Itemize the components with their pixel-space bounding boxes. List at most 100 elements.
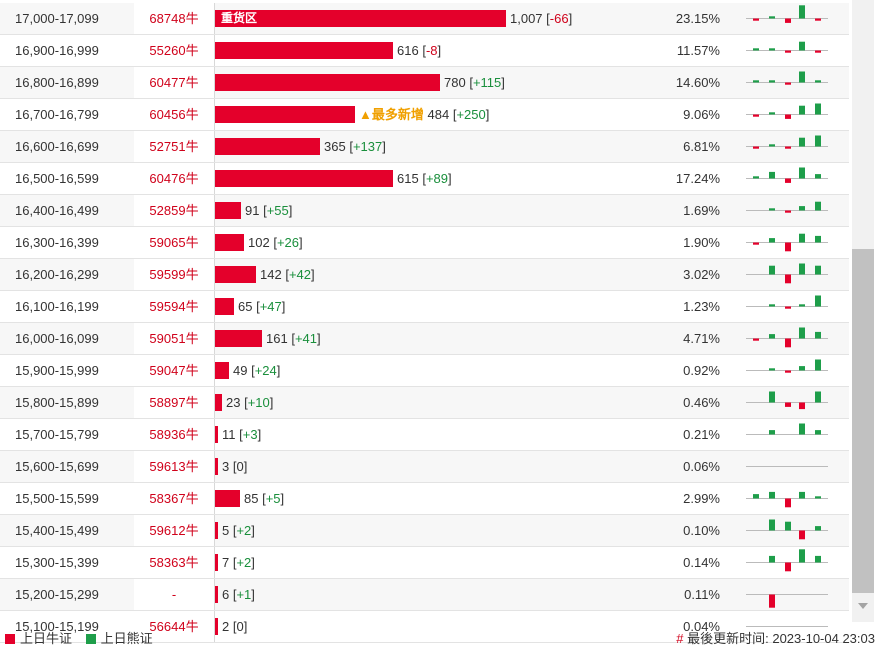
sparkline-bar	[753, 48, 759, 51]
sparkline-bar	[799, 530, 805, 540]
value-bar	[215, 10, 506, 27]
percentage: 9.06%	[683, 107, 720, 122]
percentage: 3.02%	[683, 267, 720, 282]
price-range: 15,600-15,699	[15, 459, 99, 474]
scrollbar-thumb[interactable]	[852, 249, 874, 593]
value-number: 49	[233, 363, 248, 378]
table-row[interactable]: 15,200-15,299 -6 [+1] 0.11%	[0, 579, 849, 611]
sparkline	[746, 549, 828, 572]
value-delta: +26	[276, 235, 299, 250]
value-label: 23 [+10]	[226, 395, 274, 410]
value-delta: +89	[425, 171, 448, 186]
sparkline	[746, 626, 828, 627]
table-row[interactable]: 15,700-15,799 58936牛 11 [+3] 0.21%	[0, 419, 849, 451]
table-row[interactable]: 16,500-16,599 60476牛 615 [+89] 17.24%	[0, 163, 849, 195]
price-range: 17,000-17,099	[15, 11, 99, 26]
sparkline-bar	[785, 498, 791, 508]
table-row[interactable]: 16,300-16,399 59065牛 102 [+26] 1.90%	[0, 227, 849, 259]
value-bar	[215, 522, 218, 539]
table-row[interactable]: 16,200-16,299 59599牛 142 [+42] 3.02%	[0, 259, 849, 291]
sparkline-bar	[815, 496, 821, 499]
sparkline	[746, 391, 828, 410]
value-delta: +3	[242, 427, 258, 442]
percentage: 11.57%	[676, 43, 720, 58]
sparkline	[746, 359, 828, 373]
table-row[interactable]: 16,000-16,099 59051牛 161 [+41] 4.71%	[0, 323, 849, 355]
table-row[interactable]: 15,400-15,499 59612牛 5 [+2] 0.10%	[0, 515, 849, 547]
divider	[214, 387, 215, 418]
sparkline	[746, 233, 828, 252]
table-row[interactable]: 15,900-15,999 59047牛 49 [+24] 0.92%	[0, 355, 849, 387]
sparkline-bar	[769, 491, 775, 499]
value-label: 2 [0]	[222, 619, 248, 634]
sparkline-bar	[785, 82, 791, 85]
red-square-icon	[5, 634, 15, 644]
bull-count: 56644牛	[134, 611, 214, 642]
bull-count: 58897牛	[134, 387, 214, 418]
scroll-down-arrow-icon[interactable]	[858, 603, 868, 609]
value-number: 85	[244, 491, 259, 506]
price-range: 16,100-16,199	[15, 299, 99, 314]
sparkline-bar	[769, 16, 775, 19]
value-bar	[215, 42, 393, 59]
value-bar	[215, 202, 241, 219]
sparkline	[746, 466, 828, 467]
table-row[interactable]: 16,400-16,499 52859牛 91 [+55] 1.69%	[0, 195, 849, 227]
table-row[interactable]: 15,500-15,599 58367牛 85 [+5] 2.99%	[0, 483, 849, 515]
sparkline-bar	[753, 242, 759, 245]
percentage: 0.21%	[683, 427, 720, 442]
percentage: 0.06%	[683, 459, 720, 474]
sparkline-bar	[753, 338, 759, 341]
percentage: 17.24%	[675, 171, 720, 186]
value-number: 365	[324, 139, 346, 154]
value-number: 65	[238, 299, 253, 314]
sparkline-bar	[815, 18, 821, 21]
sparkline-bar	[769, 334, 775, 339]
price-range: 16,200-16,299	[15, 267, 99, 282]
sparkline-bar	[753, 114, 759, 117]
sparkline-bar	[815, 359, 821, 371]
sparkline	[746, 295, 828, 309]
table-row[interactable]: 15,100-15,199 56644牛 2 [0] 0.04%	[0, 611, 849, 643]
value-delta: +5	[265, 491, 281, 506]
value-delta: +2	[236, 523, 252, 538]
value-bar	[215, 586, 218, 603]
table-row[interactable]: 15,600-15,699 59613牛 3 [0] 0.06%	[0, 451, 849, 483]
value-delta: +137	[352, 139, 383, 154]
table-row[interactable]: 16,800-16,899 60477牛 780 [+115] 14.60%	[0, 67, 849, 99]
value-label: 91 [+55]	[245, 203, 293, 218]
price-range: 15,200-15,299	[15, 587, 99, 602]
bull-bear-distribution-table: 17,000-17,099 68748牛 重货区 1,007 [-66] 23.15% 1…	[0, 3, 849, 643]
value-delta: -66	[549, 11, 569, 26]
scrollbar[interactable]	[852, 0, 874, 622]
price-range: 16,900-16,999	[15, 43, 99, 58]
sparkline-bar	[799, 206, 805, 211]
table-row[interactable]: 16,100-16,199 59594牛 65 [+47] 1.23%	[0, 291, 849, 323]
sparkline-bar	[769, 112, 775, 115]
price-range: 16,500-16,599	[15, 171, 99, 186]
legend-item-bear: 上日熊证	[85, 631, 153, 647]
percentage: 0.46%	[683, 395, 720, 410]
table-row[interactable]: 16,600-16,699 52751牛 365 [+137] 6.81%	[0, 131, 849, 163]
table-row[interactable]: 16,700-16,799 60456牛 ▲最多新增 484 [+250] 9.06%	[0, 99, 849, 131]
table-row[interactable]: 15,300-15,399 58363牛 7 [+2] 0.14%	[0, 547, 849, 579]
sparkline	[746, 103, 828, 119]
price-range: 15,100-15,199	[15, 619, 99, 634]
percentage: 0.14%	[683, 555, 720, 570]
value-delta: +24	[254, 363, 277, 378]
percentage: 0.04%	[683, 619, 720, 634]
sparkline	[746, 519, 828, 540]
bull-count: 60456牛	[134, 99, 214, 130]
table-row[interactable]: 15,800-15,899 58897牛 23 [+10] 0.46%	[0, 387, 849, 419]
divider	[214, 163, 215, 194]
value-number: 616	[397, 43, 419, 58]
table-row[interactable]: 17,000-17,099 68748牛 重货区 1,007 [-66] 23.15%	[0, 3, 849, 35]
table-row[interactable]: 16,900-16,999 55260牛 616 [-8] 11.57%	[0, 35, 849, 67]
sparkline-bar	[799, 304, 805, 307]
sparkline-bar	[799, 41, 805, 51]
sparkline-bar	[769, 391, 775, 403]
value-number: 3	[222, 459, 230, 474]
sparkline-bar	[799, 327, 805, 339]
value-delta: +55	[266, 203, 289, 218]
sparkline-bar	[785, 562, 791, 572]
